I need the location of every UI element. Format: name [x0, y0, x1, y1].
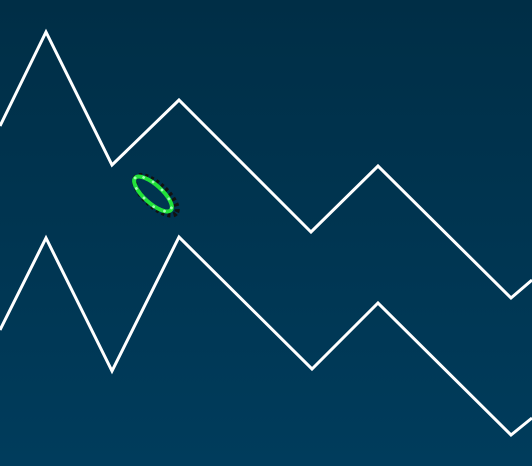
- tunnel-floor-wall: [0, 234, 532, 438]
- player-dots: [133, 176, 173, 213]
- tunnel-ceiling-wall: [0, 28, 532, 301]
- player-ship[interactable]: [127, 168, 183, 222]
